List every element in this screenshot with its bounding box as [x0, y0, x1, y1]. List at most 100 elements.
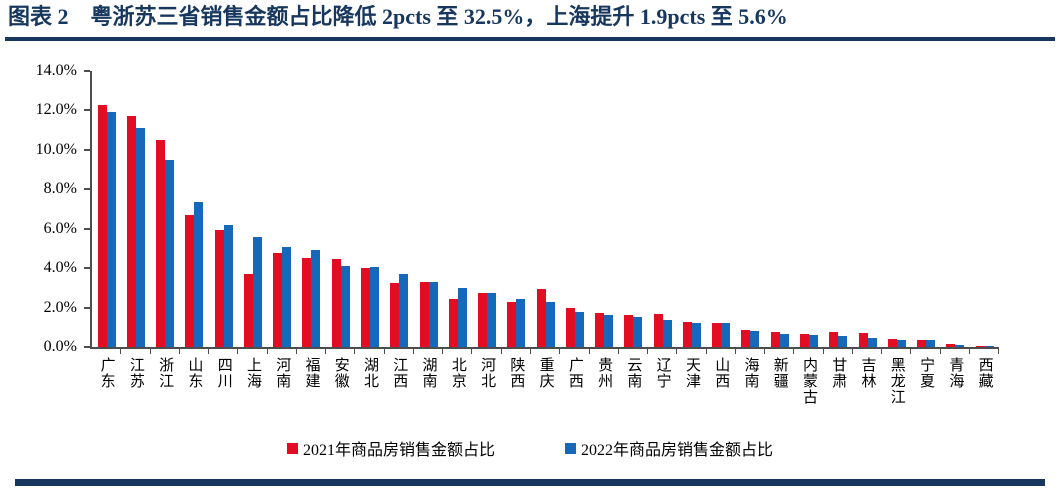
x-tick-mark: [736, 349, 766, 354]
bar-group-宁夏: [911, 71, 940, 347]
bar-group-河南: [268, 71, 297, 347]
x-category-label-黑龙江: 黑龙江: [882, 357, 911, 405]
y-tick-label-12.0%: 12.0%: [35, 101, 77, 119]
y-tick-mark: [84, 227, 90, 230]
x-tick-mark: [911, 349, 941, 354]
bar-2022年-云南: [633, 317, 643, 347]
x-category-label-text: 山西: [713, 357, 730, 389]
bar-group-河北: [472, 71, 501, 347]
plot-area: [90, 71, 999, 349]
x-category-label-text: 安徽: [332, 357, 349, 389]
bar-2021年-浙江: [156, 140, 166, 347]
x-tick-mark: [297, 349, 327, 354]
legend-label-2021: 2021年商品房销售金额占比: [302, 442, 495, 459]
x-category-label-天津: 天津: [677, 357, 706, 405]
chart-legend: 2021年商品房销售金额占比 2022年商品房销售金额占比: [0, 436, 1060, 460]
y-tick-mark: [84, 306, 90, 309]
bar-group-重庆: [531, 71, 560, 347]
x-category-label-text: 湖北: [362, 357, 379, 389]
x-category-label-湖北: 湖北: [355, 357, 384, 405]
bar-2022年-安徽: [340, 266, 350, 347]
x-axis-ticks: [92, 349, 1000, 354]
x-category-label-浙江: 浙江: [151, 357, 180, 405]
x-category-label-text: 广西: [566, 357, 583, 389]
bar-group-北京: [443, 71, 472, 347]
bar-2021年-福建: [302, 258, 312, 347]
bar-2022年-四川: [223, 224, 233, 347]
bar-2022年-海南: [750, 331, 760, 347]
y-tick-label-4.0%: 4.0%: [43, 259, 77, 277]
x-tick-mark: [326, 349, 356, 354]
bar-2021年-云南: [624, 315, 634, 347]
bar-group-浙江: [151, 71, 180, 347]
x-category-label-text: 上海: [244, 357, 261, 389]
x-category-label-text: 云南: [625, 357, 642, 389]
x-tick-mark: [151, 349, 180, 354]
x-category-label-text: 海南: [742, 357, 759, 389]
x-tick-mark: [355, 349, 385, 354]
x-category-label-text: 辽宁: [654, 357, 671, 389]
bar-group-陕西: [502, 71, 531, 347]
x-tick-mark: [502, 349, 531, 354]
bar-group-四川: [209, 71, 238, 347]
legend-item-2022: 2022年商品房销售金额占比: [565, 436, 773, 460]
bar-group-西藏: [970, 71, 999, 347]
bar-group-辽宁: [648, 71, 677, 347]
y-tick-label-2.0%: 2.0%: [43, 298, 77, 316]
bar-2022年-江苏: [135, 128, 145, 347]
y-tick-label-10.0%: 10.0%: [35, 140, 77, 158]
x-tick-mark: [765, 349, 795, 354]
x-category-label-text: 陕西: [508, 357, 525, 389]
bar-group-福建: [297, 71, 326, 347]
bar-2021年-内蒙古: [800, 334, 809, 347]
bar-2021年-山东: [185, 214, 195, 347]
x-tick-mark: [853, 349, 883, 354]
bar-2021年-广东: [97, 104, 107, 347]
bar-group-新疆: [765, 71, 794, 347]
y-tick-mark: [84, 70, 90, 72]
bar-2021年-湖北: [361, 268, 371, 347]
bar-group-吉林: [853, 71, 882, 347]
x-tick-mark: [209, 349, 239, 354]
bar-2021年-河南: [273, 253, 283, 347]
x-tick-mark: [268, 349, 297, 354]
x-category-label-贵州: 贵州: [590, 357, 619, 405]
bar-2022年-湖南: [428, 281, 438, 347]
x-category-label-河南: 河南: [268, 357, 297, 405]
x-category-label-吉林: 吉林: [853, 357, 882, 405]
bar-group-江苏: [121, 71, 150, 347]
x-category-label-陕西: 陕西: [502, 357, 531, 405]
x-tick-mark: [970, 349, 1000, 354]
x-category-label-北京: 北京: [443, 357, 472, 405]
bar-2021年-江西: [390, 282, 400, 347]
y-tick-label-0.0%: 0.0%: [43, 338, 77, 355]
bar-2021年-西藏: [975, 346, 985, 347]
y-tick-mark: [84, 346, 90, 348]
x-category-label-安徽: 安徽: [326, 357, 355, 405]
x-category-label-text: 内蒙古: [801, 357, 817, 405]
bar-group-黑龙江: [882, 71, 911, 347]
x-tick-mark: [414, 349, 444, 354]
bar-2022年-福建: [311, 250, 321, 347]
x-category-label-河北: 河北: [472, 357, 501, 405]
bar-2022年-河南: [282, 247, 292, 347]
x-category-label-重庆: 重庆: [531, 357, 560, 405]
legend-swatch-2021-icon: [286, 442, 298, 454]
x-category-label-text: 宁夏: [918, 357, 935, 389]
bar-2022年-广东: [106, 112, 116, 347]
bar-group-安徽: [326, 71, 355, 347]
bar-2021年-广西: [565, 307, 575, 347]
bar-2022年-青海: [955, 345, 965, 347]
y-tick-mark: [84, 267, 90, 270]
y-tick-label-6.0%: 6.0%: [43, 219, 77, 237]
x-category-label-text: 北京: [449, 357, 466, 389]
x-category-label-text: 贵州: [596, 357, 613, 389]
x-category-label-text: 甘肃: [830, 357, 847, 389]
y-tick-label-8.0%: 8.0%: [43, 180, 77, 198]
x-tick-mark: [531, 349, 561, 354]
bar-2022年-广西: [574, 311, 584, 347]
bar-2022年-重庆: [545, 301, 555, 347]
bar-2021年-陕西: [507, 301, 517, 347]
bar-2021年-北京: [448, 298, 458, 347]
